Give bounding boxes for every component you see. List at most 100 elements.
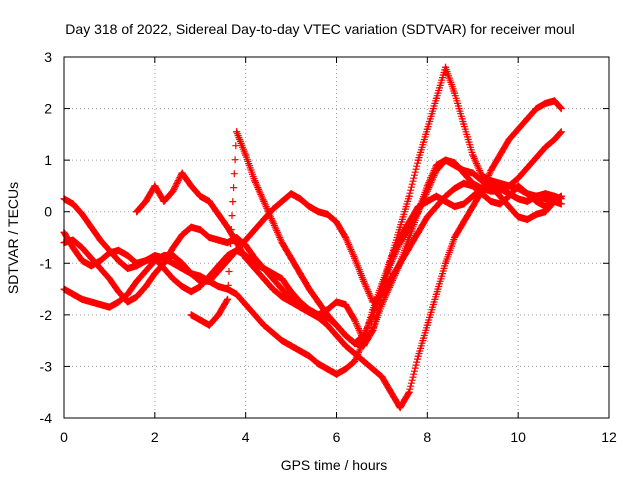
- data-point: [78, 295, 86, 303]
- data-point: [405, 234, 413, 241]
- y-tick-label: 2: [44, 101, 52, 117]
- data-point: [78, 210, 86, 218]
- data-point: [251, 264, 259, 272]
- x-tick-label: 2: [151, 429, 159, 445]
- data-point: [442, 259, 449, 267]
- data-point: [224, 295, 231, 303]
- data-point: [269, 329, 277, 337]
- y-tick-label: -1: [40, 255, 53, 271]
- data-point: [541, 143, 549, 151]
- data-point: [432, 192, 440, 200]
- data-point: [233, 128, 241, 136]
- data-point: [105, 249, 113, 257]
- data-point: [342, 301, 350, 309]
- data-point: [224, 223, 231, 231]
- data-point: [69, 290, 77, 298]
- data-point: [78, 257, 86, 265]
- y-axis-label: SDTVAR / TECUs: [5, 182, 21, 294]
- data-point: [557, 128, 565, 136]
- data-point: [260, 321, 268, 329]
- data-point: [160, 197, 168, 205]
- data-point: [278, 275, 286, 283]
- data-point: [187, 270, 195, 278]
- data-point: [87, 223, 95, 231]
- data-point: [541, 203, 549, 211]
- data-point: [96, 257, 104, 265]
- series-trace-f: [187, 63, 565, 350]
- data-point: [423, 321, 431, 329]
- data-point: [369, 365, 377, 373]
- data-point: [314, 360, 322, 368]
- data-point: [233, 239, 241, 247]
- data-point: [551, 136, 558, 144]
- data-point: [460, 179, 468, 187]
- data-point: [187, 223, 195, 231]
- data-point: [532, 154, 540, 162]
- plus-marker-trail: [60, 156, 565, 347]
- data-point: [333, 331, 340, 339]
- data-point: [160, 264, 168, 272]
- data-point: [305, 352, 313, 360]
- data-point: [351, 316, 359, 324]
- data-point: [214, 267, 222, 275]
- data-point: [133, 259, 141, 267]
- data-point: [396, 223, 404, 231]
- data-point: [178, 259, 186, 267]
- data-point: [523, 115, 531, 123]
- data-point: [287, 190, 295, 198]
- data-point: [69, 244, 77, 252]
- data-point: [169, 252, 177, 260]
- data-point: [242, 151, 250, 159]
- data-point: [178, 231, 186, 239]
- data-point: [296, 303, 304, 311]
- data-point: [305, 203, 313, 211]
- data-point: [287, 288, 295, 296]
- data-point: [514, 174, 522, 182]
- x-tick-label: 8: [423, 429, 431, 445]
- data-point: [460, 169, 468, 177]
- data-point: [124, 298, 132, 306]
- data-point: [523, 215, 531, 223]
- data-point: [432, 161, 440, 169]
- data-point: [205, 197, 213, 205]
- data-point: [351, 254, 359, 262]
- data-point: [323, 311, 331, 319]
- data-point: [160, 252, 168, 260]
- data-point: [523, 164, 531, 172]
- data-point: [405, 388, 413, 396]
- data-point: [287, 254, 295, 262]
- data-point: [396, 404, 404, 412]
- data-point: [287, 342, 295, 350]
- data-point: [487, 197, 495, 205]
- x-tick-label: 4: [242, 429, 250, 445]
- data-point: [405, 192, 413, 200]
- data-point: [541, 99, 549, 107]
- data-point: [514, 185, 522, 193]
- data-point: [423, 125, 431, 133]
- x-tick-label: 12: [601, 429, 617, 445]
- data-point: [342, 365, 350, 373]
- data-point: [469, 203, 477, 211]
- data-point: [205, 234, 213, 241]
- data-point: [557, 192, 565, 200]
- data-point: [505, 192, 513, 200]
- series-trace-e: [133, 97, 565, 412]
- data-point: [87, 298, 95, 306]
- data-point: [260, 215, 268, 223]
- data-point: [432, 203, 440, 211]
- y-tick-label: -4: [40, 410, 53, 426]
- y-tick-label: 1: [44, 152, 52, 168]
- data-point: [333, 218, 340, 226]
- data-point: [296, 195, 304, 203]
- data-point: [523, 190, 531, 198]
- y-tick-label: -3: [40, 358, 53, 374]
- data-points: [60, 63, 565, 412]
- x-tick-label: 10: [510, 429, 526, 445]
- data-point: [269, 270, 277, 278]
- data-point: [360, 277, 368, 285]
- data-point: [178, 282, 186, 290]
- data-point: [178, 169, 186, 177]
- data-point: [214, 282, 222, 290]
- data-point: [478, 172, 486, 180]
